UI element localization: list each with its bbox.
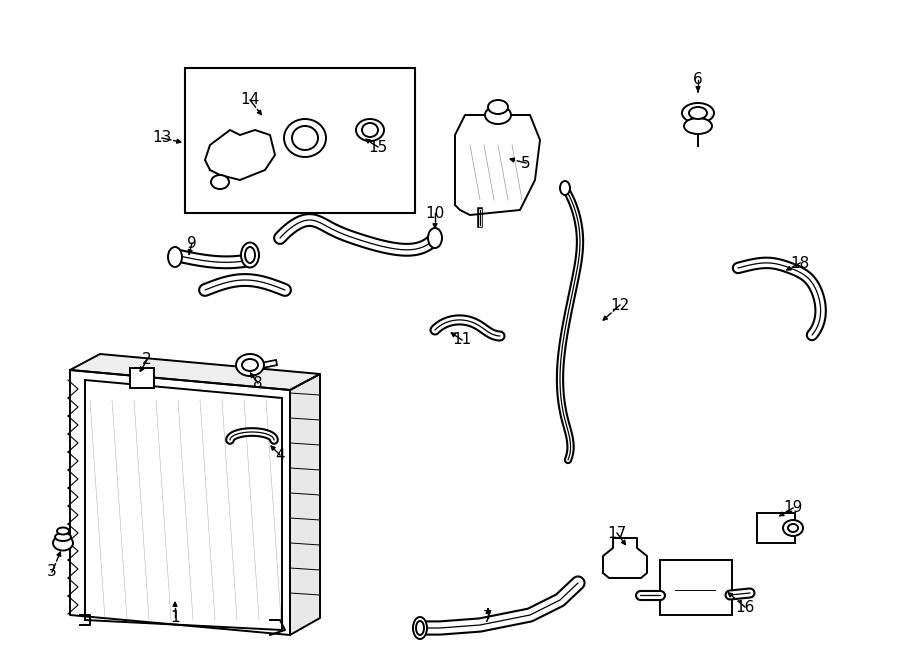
Ellipse shape (783, 520, 803, 536)
Ellipse shape (684, 118, 712, 134)
Ellipse shape (356, 119, 384, 141)
Text: 16: 16 (735, 600, 755, 615)
Ellipse shape (241, 243, 259, 268)
Text: 17: 17 (608, 525, 626, 541)
Ellipse shape (55, 533, 71, 541)
Ellipse shape (689, 107, 707, 119)
Text: 19: 19 (783, 500, 803, 516)
Ellipse shape (242, 359, 258, 371)
Text: 1: 1 (170, 609, 180, 625)
Text: 9: 9 (187, 235, 197, 251)
Ellipse shape (168, 247, 182, 267)
Text: 8: 8 (253, 375, 263, 391)
Bar (130, 368, 154, 388)
Text: 18: 18 (790, 256, 810, 270)
Ellipse shape (560, 181, 570, 195)
Text: 11: 11 (453, 332, 472, 348)
Text: 7: 7 (483, 611, 493, 625)
Bar (185, 68, 415, 213)
Polygon shape (455, 115, 540, 215)
Ellipse shape (788, 524, 798, 532)
Text: 2: 2 (142, 352, 152, 368)
Text: 13: 13 (152, 130, 172, 145)
Ellipse shape (53, 535, 73, 551)
Text: 15: 15 (368, 139, 388, 155)
Ellipse shape (284, 119, 326, 157)
Ellipse shape (362, 123, 378, 137)
Polygon shape (603, 538, 647, 578)
Ellipse shape (428, 228, 442, 248)
Ellipse shape (488, 100, 508, 114)
Ellipse shape (682, 103, 714, 123)
Ellipse shape (57, 527, 69, 535)
Text: 12: 12 (610, 297, 630, 313)
Bar (660, 560, 732, 615)
Text: 14: 14 (240, 93, 259, 108)
Polygon shape (205, 130, 275, 180)
Bar (757, 513, 795, 543)
Text: 3: 3 (47, 564, 57, 580)
Ellipse shape (413, 617, 427, 639)
Ellipse shape (292, 126, 318, 150)
Ellipse shape (236, 354, 264, 376)
Ellipse shape (245, 247, 255, 263)
Polygon shape (290, 374, 320, 635)
Polygon shape (70, 370, 290, 635)
Text: 5: 5 (521, 155, 531, 171)
Text: 10: 10 (426, 206, 445, 221)
Ellipse shape (211, 175, 229, 189)
Text: 4: 4 (275, 447, 284, 463)
Ellipse shape (485, 106, 511, 124)
Ellipse shape (416, 621, 424, 635)
Polygon shape (70, 354, 320, 390)
Text: 6: 6 (693, 73, 703, 87)
